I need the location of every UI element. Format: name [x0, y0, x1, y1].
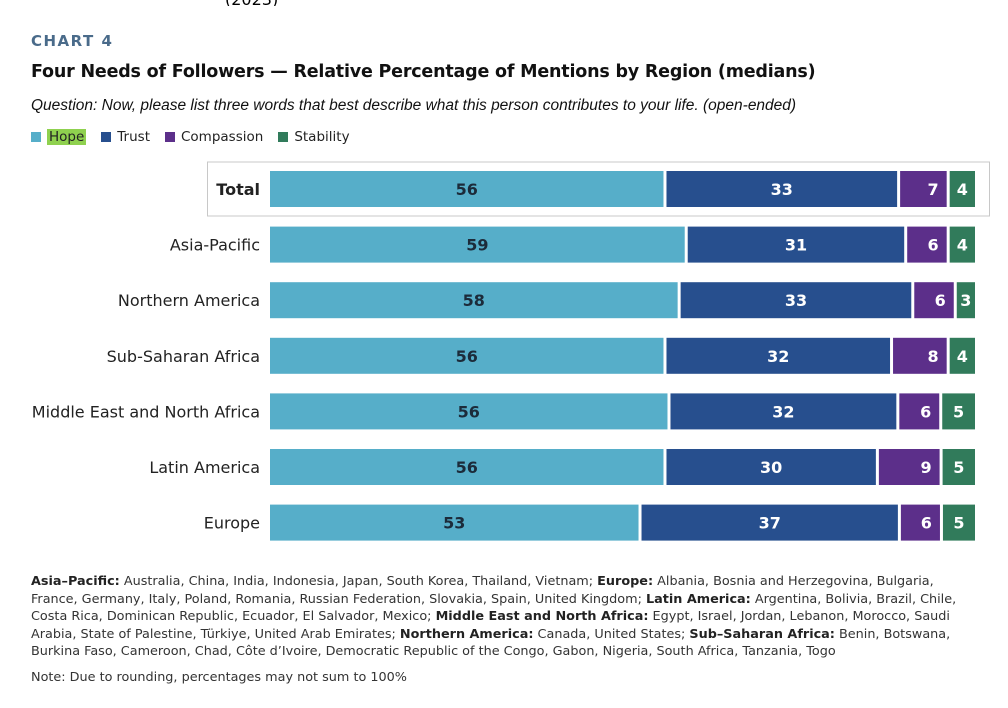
legend-label-trust: Trust	[117, 129, 150, 145]
value-label-northern-america-compassion: 6	[935, 291, 946, 310]
value-label-sub-saharan-africa-trust: 32	[767, 347, 789, 366]
bar-total-trust	[666, 171, 898, 207]
bar-latin-america-trust	[666, 449, 876, 485]
chart-title: Four Needs of Followers — Relative Perce…	[31, 62, 816, 82]
value-label-northern-america-trust: 33	[785, 291, 807, 310]
category-label-latin-america: Latin America	[149, 458, 260, 477]
bar-total-stability	[949, 171, 975, 207]
category-label-middle-east-and-north-africa: Middle East and North Africa	[32, 402, 260, 421]
legend-item-compassion: Compassion	[165, 129, 263, 145]
footnote-country-list: Argentina, Bolivia, Brazil, Chile, Costa…	[31, 591, 957, 625]
category-label-sub-saharan-africa: Sub-Saharan Africa	[107, 347, 260, 366]
bar-northern-america-trust	[680, 282, 912, 319]
legend-label-hope: Hope	[47, 129, 87, 145]
value-label-latin-america-compassion: 9	[920, 458, 931, 477]
value-label-asia-pacific-trust: 31	[785, 236, 807, 255]
bar-europe-trust	[641, 504, 898, 541]
value-label-northern-america-stability: 3	[960, 291, 971, 310]
value-label-northern-america-hope: 58	[463, 291, 485, 310]
value-label-europe-trust: 37	[759, 514, 781, 533]
rounding-note: Note: Due to rounding, percentages may n…	[31, 670, 407, 685]
category-label-northern-america: Northern America	[118, 291, 260, 310]
value-label-asia-pacific-hope: 59	[466, 236, 488, 255]
value-label-asia-pacific-compassion: 6	[928, 236, 939, 255]
footnote-region-northern-america: Northern America:	[399, 626, 534, 642]
bar-northern-america-hope	[270, 282, 678, 319]
footnote-country-list: Australia, China, India, Indonesia, Japa…	[119, 574, 598, 589]
value-label-middle-east-and-north-africa-compassion: 6	[920, 402, 931, 421]
bar-asia-pacific-compassion	[907, 226, 947, 263]
value-label-europe-stability: 5	[953, 514, 964, 533]
value-label-total-hope: 56	[456, 180, 478, 199]
value-label-middle-east-and-north-africa-hope: 56	[458, 402, 480, 421]
bar-asia-pacific-stability	[949, 226, 975, 263]
cropped-header: (2023)	[0, 0, 1008, 6]
bar-sub-saharan-africa-hope	[270, 337, 664, 374]
bar-asia-pacific-hope	[270, 226, 685, 263]
footnote-region-europe: Europe:	[597, 574, 654, 589]
bar-sub-saharan-africa-stability	[949, 337, 975, 374]
footnote-country-list: Benin, Botswana, Burkina Faso, Cameroon,…	[31, 626, 951, 660]
bar-sub-saharan-africa-trust	[666, 337, 891, 374]
bar-europe-stability	[942, 504, 975, 541]
value-label-middle-east-and-north-africa-trust: 32	[772, 402, 794, 421]
value-label-sub-saharan-africa-stability: 4	[957, 347, 968, 366]
value-label-sub-saharan-africa-hope: 56	[456, 347, 478, 366]
bar-latin-america-compassion	[878, 449, 940, 485]
bar-sub-saharan-africa-compassion	[893, 337, 947, 374]
legend-swatch-compassion	[165, 132, 175, 142]
value-label-sub-saharan-africa-compassion: 8	[928, 347, 939, 366]
category-label-total: Total	[216, 180, 260, 199]
legend-label-compassion: Compassion	[181, 129, 264, 145]
highlight-box-total	[207, 161, 990, 217]
category-label-europe: Europe	[204, 514, 260, 533]
legend-swatch-trust	[101, 132, 112, 142]
footnote-region-asia-pacific: Asia–Pacific:	[31, 574, 120, 589]
country-list-footnote: Asia–Pacific: Australia, China, India, I…	[31, 573, 981, 661]
bar-middle-east-and-north-africa-trust	[670, 393, 897, 430]
value-label-europe-hope: 53	[443, 514, 465, 533]
value-label-latin-america-hope: 56	[456, 458, 478, 477]
footnote-region-middle-east-and-north-africa: Middle East and North Africa:	[435, 609, 649, 625]
legend-item-hope: Hope	[31, 129, 87, 145]
legend-item-trust: Trust	[101, 129, 150, 145]
bar-middle-east-and-north-africa-compassion	[899, 393, 940, 430]
bar-middle-east-and-north-africa-hope	[270, 393, 668, 430]
footnote-country-list: Canada, United States;	[533, 626, 690, 642]
bar-total-hope	[270, 171, 664, 207]
legend-item-stability: Stability	[278, 129, 350, 145]
value-label-latin-america-trust: 30	[760, 458, 782, 477]
bar-europe-compassion	[900, 504, 940, 541]
legend-label-stability: Stability	[294, 129, 350, 145]
value-label-total-trust: 33	[771, 180, 793, 199]
value-label-asia-pacific-stability: 4	[957, 236, 968, 255]
bar-northern-america-stability	[956, 282, 975, 319]
value-label-latin-america-stability: 5	[953, 458, 964, 477]
value-label-europe-compassion: 6	[921, 514, 932, 533]
category-label-asia-pacific: Asia-Pacific	[170, 236, 260, 255]
legend-swatch-stability	[278, 132, 289, 142]
value-label-middle-east-and-north-africa-stability: 5	[953, 402, 964, 421]
value-label-total-compassion: 7	[928, 180, 939, 199]
chart-legend: Hope Trust Compassion Stability	[31, 129, 365, 145]
footnote-region-latin-america: Latin America:	[645, 591, 751, 607]
bar-northern-america-compassion	[914, 282, 954, 319]
chart-question: Question: Now, please list three words t…	[31, 97, 797, 114]
bar-asia-pacific-trust	[687, 226, 905, 263]
bar-total-compassion	[900, 171, 947, 207]
bar-latin-america-stability	[942, 449, 975, 485]
bar-middle-east-and-north-africa-stability	[942, 393, 975, 430]
legend-swatch-hope	[31, 132, 41, 142]
bar-latin-america-hope	[270, 449, 664, 485]
footnote-country-list: Albania, Bosnia and Herzegovina, Bulgari…	[31, 574, 934, 607]
value-label-total-stability: 4	[957, 180, 968, 199]
chart-label: CHART 4	[31, 32, 114, 50]
bar-europe-hope	[270, 504, 639, 541]
footnote-country-list: Egypt, Israel, Jordan, Lebanon, Morocco,…	[31, 609, 950, 642]
footnote-region-sub-saharan-africa: Sub–Saharan Africa:	[689, 626, 835, 642]
